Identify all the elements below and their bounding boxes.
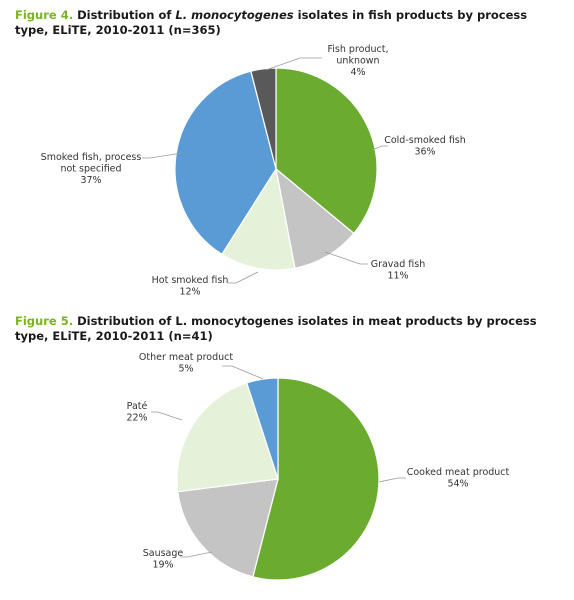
- chart4-slice-gravad-fish: [275, 167, 355, 269]
- chart4-label-smoked-fish-process-not-specified: Smoked fish, process not specified 37%: [41, 152, 142, 186]
- chart5-leader-cooked-meat-product: [378, 477, 406, 483]
- chart5-slice-pat: [176, 382, 279, 493]
- chart5-label-cooked-meat-product: Cooked meat product 54%: [407, 467, 510, 490]
- chart5-leader-pat: [151, 411, 183, 421]
- chart4-label-hot-smoked-fish: Hot smoked fish 12%: [152, 275, 229, 298]
- chart4-slice-cold-smoked-fish: [275, 67, 378, 235]
- chart4-leader-fish-product-unknown: [265, 57, 322, 71]
- chart5-slice-cooked-meat-product: [252, 377, 380, 581]
- figure-4-label: Figure 4.: [15, 8, 74, 22]
- figure-5-label: Figure 5.: [15, 314, 74, 328]
- chart5-label-sausage: Sausage 19%: [143, 548, 184, 571]
- chart4-slice-fish-product-unknown: [250, 67, 277, 170]
- chart4-leader-cold-smoked-fish: [371, 145, 388, 151]
- figure-4-title-italic: L. monocytogenes: [175, 8, 294, 22]
- chart5-leader-sausage: [180, 551, 213, 558]
- chart4-slice-hot-smoked-fish: [221, 167, 296, 271]
- chart4-leader-smoked-fish-process-not-specified: [142, 152, 183, 159]
- chart4-leader-gravad-fish: [324, 251, 368, 265]
- figure-5-title: Figure 5. Distribution of L. monocytogen…: [15, 314, 560, 344]
- chart4-label-gravad-fish: Gravad fish 11%: [371, 259, 426, 282]
- chart4-leader-hot-smoked-fish: [228, 271, 259, 284]
- figure-4-title-post: isolates in fish products by process typ…: [15, 8, 528, 37]
- chart5-slice-other-meat-product: [246, 377, 279, 480]
- chart5-slice-sausage: [177, 478, 279, 578]
- figure-4-title: Figure 4. Distribution of L. monocytogen…: [15, 8, 560, 38]
- chart5-leader-other-meat-product: [222, 365, 264, 380]
- figure-4-title-pre: Distribution of: [77, 8, 176, 22]
- chart5-label-pat: Paté 22%: [126, 401, 147, 424]
- chart4-label-fish-product-unknown: Fish product, unknown 4%: [328, 44, 389, 78]
- figure-5-title-text: Distribution of L. monocytogenes isolate…: [15, 314, 537, 343]
- chart4-label-cold-smoked-fish: Cold-smoked fish 36%: [384, 135, 466, 158]
- chart4-slice-smoked-fish-process-not-specified: [174, 70, 277, 256]
- chart5-label-other-meat-product: Other meat product 5%: [139, 352, 233, 375]
